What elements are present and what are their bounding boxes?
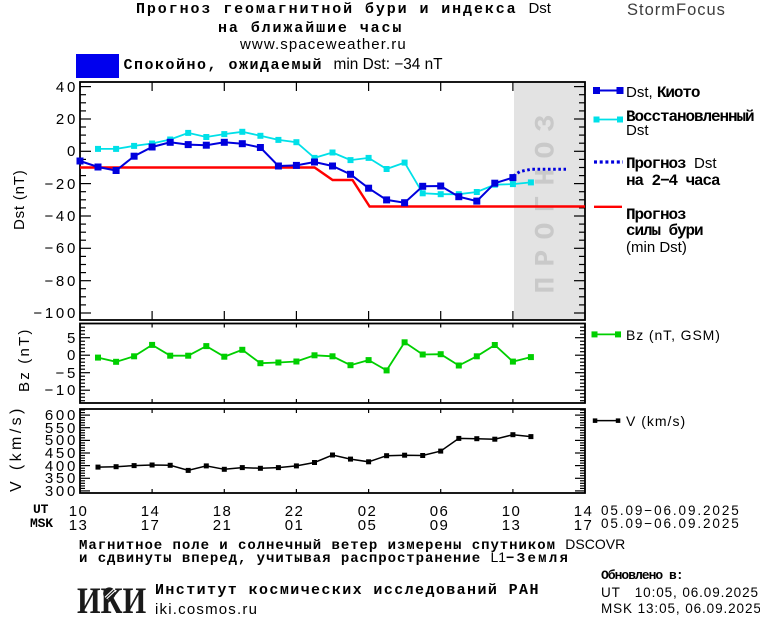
svg-text:ПРОГНОЗ: ПРОГНОЗ [532, 104, 563, 293]
